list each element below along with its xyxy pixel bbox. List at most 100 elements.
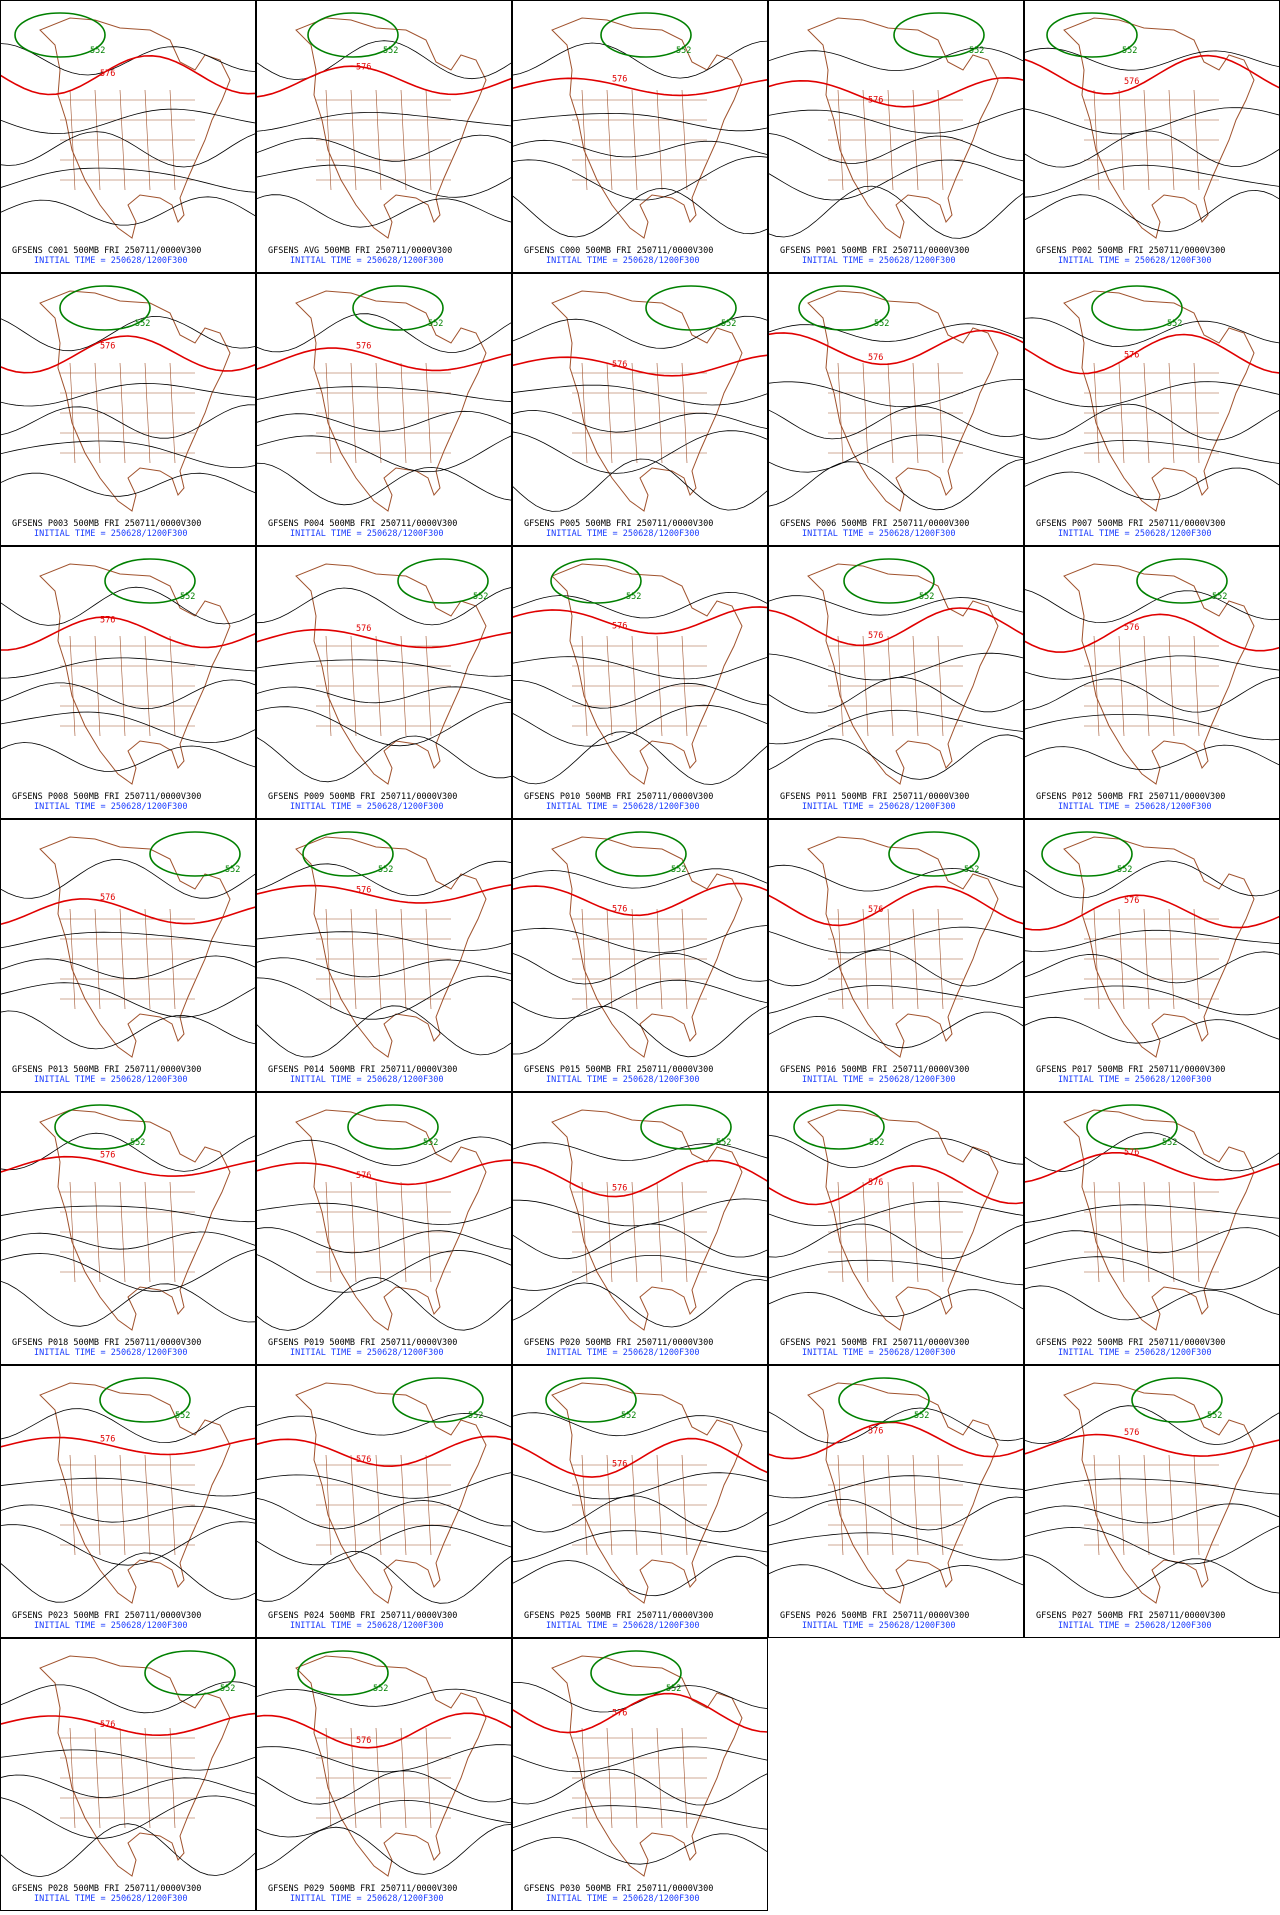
- contour-552: [645, 285, 737, 331]
- state-line: [656, 362, 663, 464]
- contour-552: [104, 558, 196, 604]
- panel-init: INITIAL TIME = 250628/1200F300: [1058, 1621, 1212, 1631]
- state-line: [656, 1454, 663, 1556]
- state-line: [169, 635, 176, 737]
- height-contour: [256, 386, 512, 403]
- panel-border: [512, 546, 768, 819]
- height-contour: [0, 1749, 256, 1771]
- contour-576: [1024, 333, 1280, 375]
- panel-border: [768, 819, 1024, 1092]
- state-line: [144, 1727, 151, 1829]
- ensemble-panel: 576 552 GFSENS P022 500MB FRI 250711/0000V…: [1024, 1092, 1280, 1365]
- state-line: [144, 89, 151, 191]
- panel-init: INITIAL TIME = 250628/1200F300: [34, 1894, 188, 1904]
- height-contour: [512, 731, 768, 785]
- panel-init: INITIAL TIME = 250628/1200F300: [546, 529, 700, 539]
- panel-border: [768, 1365, 1024, 1638]
- height-contour: [256, 1824, 512, 1875]
- height-contour: [1024, 1503, 1280, 1524]
- height-contour: [1024, 860, 1280, 899]
- map-layer: [512, 285, 768, 512]
- map-layer: [256, 1104, 512, 1331]
- height-contour: [768, 107, 1024, 134]
- height-contour: [768, 185, 1024, 239]
- contour-label: 576: [100, 616, 115, 626]
- state-line: [937, 362, 944, 464]
- ensemble-panel: 576 552 GFSENS P024 500MB FRI 250711/0000V…: [256, 1365, 512, 1638]
- contour-label: 576: [356, 1171, 371, 1181]
- panel-border: [512, 273, 768, 546]
- contour-label: 576: [356, 342, 371, 352]
- panel-label: GFSENS P025 500MB FRI 250711/0000V300: [524, 1611, 713, 1621]
- state-line: [400, 1727, 407, 1829]
- height-contour: [768, 1011, 1024, 1049]
- state-line: [169, 1454, 176, 1556]
- height-contour: [0, 711, 256, 744]
- contour-label: 552: [621, 1411, 636, 1421]
- state-line: [912, 908, 919, 1010]
- panel-init: INITIAL TIME = 250628/1200F300: [802, 256, 956, 266]
- height-contour: [256, 931, 512, 951]
- height-contour: [0, 404, 256, 439]
- land-outline: [551, 290, 743, 512]
- panel-label: GFSENS C001 500MB FRI 250711/0000V300: [12, 246, 201, 256]
- height-contour: [768, 1223, 1024, 1259]
- panel-init: INITIAL TIME = 250628/1200F300: [290, 1621, 444, 1631]
- contour-552: [59, 285, 151, 331]
- state-line: [937, 89, 944, 191]
- panel-border: [0, 1092, 256, 1365]
- height-contour: [1024, 655, 1280, 680]
- state-line: [169, 1727, 176, 1829]
- map-layer: [768, 1104, 1024, 1331]
- contour-label: 576: [100, 69, 115, 79]
- state-line: [912, 635, 919, 737]
- height-contour: [0, 1205, 256, 1223]
- contour-label: 576: [1124, 351, 1139, 361]
- state-line: [1193, 362, 1200, 464]
- contour-576: [768, 885, 1024, 927]
- ensemble-panel: 576 552 GFSENS P015 500MB FRI 250711/0000V…: [512, 819, 768, 1092]
- contour-552: [307, 12, 399, 58]
- state-line: [912, 362, 919, 464]
- panel-init: INITIAL TIME = 250628/1200F300: [34, 802, 188, 812]
- height-contour: [512, 1005, 768, 1058]
- contour-label: 576: [612, 904, 627, 914]
- map-layer: [512, 1650, 768, 1877]
- contour-label: 552: [1207, 1411, 1222, 1421]
- height-contour: [768, 1289, 1024, 1318]
- panel-label: GFSENS P020 500MB FRI 250711/0000V300: [524, 1338, 713, 1348]
- contour-552: [1041, 831, 1133, 877]
- height-contour: [1024, 403, 1280, 441]
- height-contour: [512, 1768, 768, 1806]
- map-layer: [0, 1104, 256, 1331]
- height-contour: [0, 586, 256, 626]
- height-contour: [768, 434, 1024, 473]
- panel-init: INITIAL TIME = 250628/1200F300: [290, 1075, 444, 1085]
- panel-border: [0, 819, 256, 1092]
- panel-border: [256, 819, 512, 1092]
- contour-576: [512, 1159, 768, 1198]
- height-contour: [512, 1412, 768, 1437]
- contour-label: 576: [100, 1720, 115, 1730]
- contour-label: 576: [1124, 623, 1139, 633]
- panel-label: GFSENS P024 500MB FRI 250711/0000V300: [268, 1611, 457, 1621]
- contour-552: [600, 12, 692, 58]
- panel-label: GFSENS P016 500MB FRI 250711/0000V300: [780, 1065, 969, 1075]
- height-contour: [256, 975, 512, 1020]
- land-outline: [807, 563, 999, 785]
- height-contour: [512, 1746, 768, 1773]
- contour-576: [512, 354, 768, 377]
- height-contour: [512, 1833, 768, 1865]
- height-contour: [768, 458, 1024, 511]
- height-contour: [512, 868, 768, 889]
- height-contour: [1024, 189, 1280, 233]
- panel-label: GFSENS P013 500MB FRI 250711/0000V300: [12, 1065, 201, 1075]
- contour-552: [392, 1377, 484, 1423]
- height-contour: [0, 440, 256, 468]
- state-line: [1193, 1454, 1200, 1556]
- contour-576: [256, 884, 512, 904]
- contour-576: [768, 76, 1024, 108]
- land-outline: [807, 1109, 999, 1331]
- height-contour: [256, 112, 512, 132]
- height-contour: [768, 379, 1024, 408]
